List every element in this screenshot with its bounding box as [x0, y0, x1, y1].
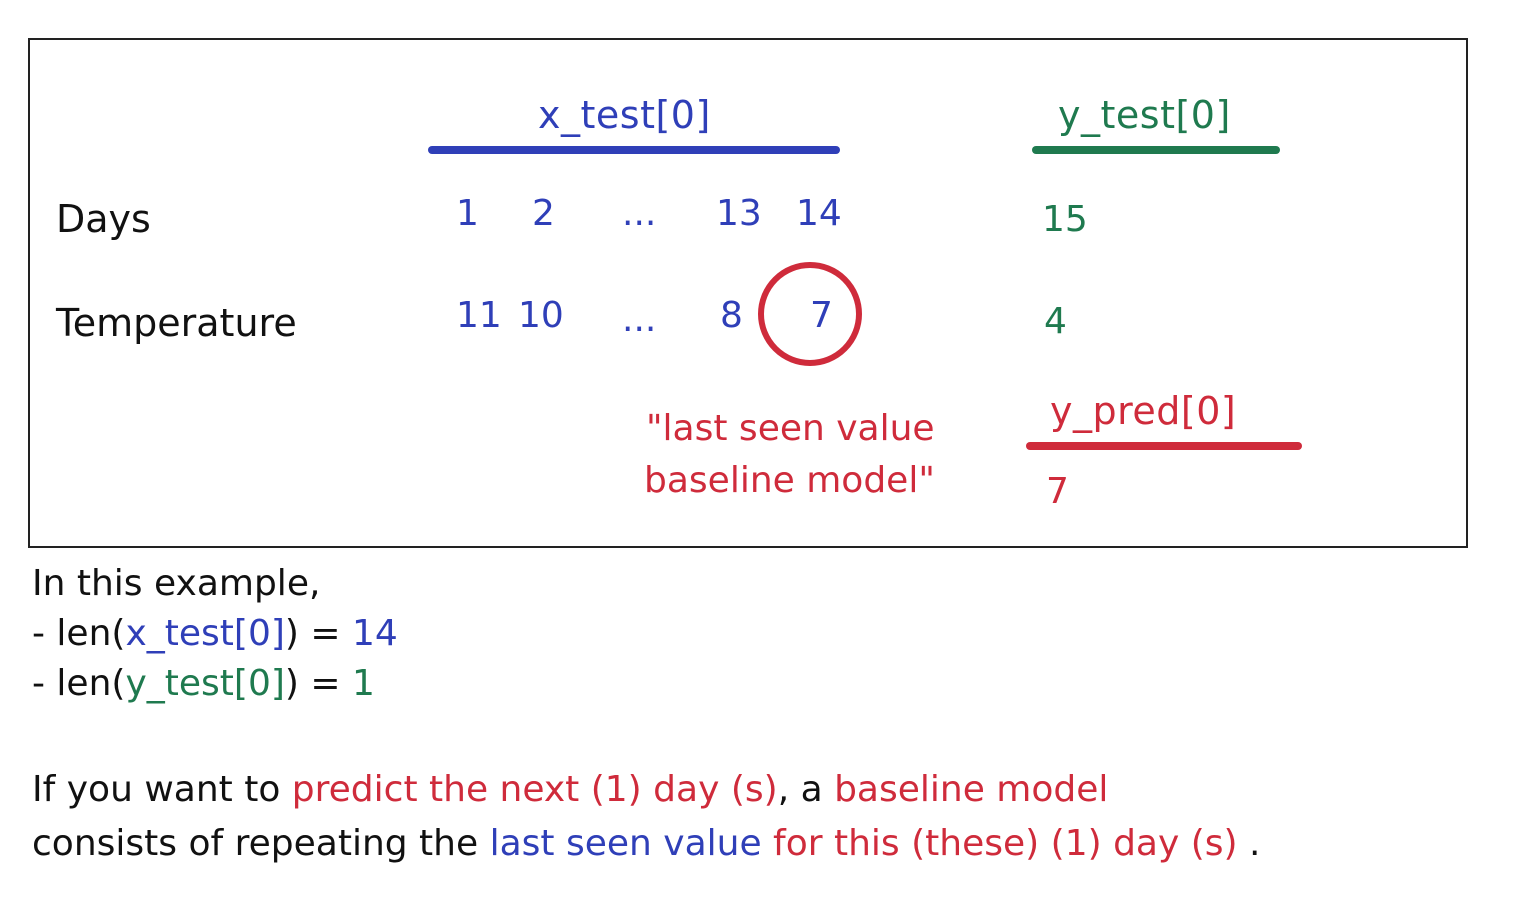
paragraph-1-part-a: If you want to — [32, 769, 292, 810]
diagram-frame — [28, 38, 1468, 548]
len-y-value: 1 — [352, 663, 375, 704]
y-temp-value: 4 — [1044, 301, 1067, 342]
row-label-days: Days — [56, 197, 151, 241]
len-y-prefix: - len( — [32, 663, 126, 704]
len-x-prefix: - len( — [32, 613, 126, 654]
day-value: 1 — [456, 193, 479, 234]
note-line-2: baseline model" — [644, 460, 935, 501]
x-test-header: x_test[0] — [538, 93, 711, 137]
explanation-paragraph-line-2: consists of repeating the last seen valu… — [32, 826, 1260, 862]
paragraph-2-horizon: for this (these) (1) day (s) — [761, 823, 1238, 864]
note-line-1: "last seen value — [646, 408, 935, 449]
day-ellipsis: ... — [622, 193, 657, 234]
day-value: 2 — [532, 193, 555, 234]
paragraph-2-last-seen-value: last seen value — [489, 823, 762, 864]
y-pred-header: y_pred[0] — [1050, 389, 1237, 433]
paragraph-1-baseline-model: baseline model — [834, 769, 1109, 810]
explanation-len-x: - len(x_test[0]) = 14 — [32, 616, 398, 652]
explanation-len-y: - len(y_test[0]) = 1 — [32, 666, 375, 702]
day-value: 13 — [716, 193, 762, 234]
y-pred-value: 7 — [1046, 471, 1069, 512]
y-pred-underline — [1026, 442, 1302, 450]
day-value: 14 — [796, 193, 842, 234]
temp-value: 10 — [518, 295, 564, 336]
temp-value: 8 — [720, 295, 743, 336]
len-x-suffix: ) = — [284, 613, 352, 654]
temp-last-value: 7 — [810, 295, 833, 336]
explanation-intro: In this example, — [32, 563, 321, 604]
paragraph-1-prediction-horizon: predict the next (1) day (s) — [291, 769, 778, 810]
paragraph-2-period: . — [1237, 823, 1261, 864]
len-x-variable: x_test[0] — [125, 613, 285, 654]
y-day-value: 15 — [1042, 199, 1088, 240]
y-test-underline — [1032, 146, 1280, 154]
row-label-temperature: Temperature — [56, 301, 297, 345]
len-y-suffix: ) = — [284, 663, 352, 704]
len-x-value: 14 — [352, 613, 398, 654]
explanation-paragraph-line-1: If you want to predict the next (1) day … — [32, 772, 1108, 808]
last-value-circle — [758, 262, 862, 366]
paragraph-2-part-a: consists of repeating the — [32, 823, 490, 864]
paragraph-1-part-c: , a — [777, 769, 835, 810]
len-y-variable: y_test[0] — [125, 663, 285, 704]
temp-value: 11 — [456, 295, 502, 336]
y-test-header: y_test[0] — [1058, 93, 1231, 137]
x-test-underline — [428, 146, 840, 154]
temp-ellipsis: ... — [622, 299, 657, 340]
